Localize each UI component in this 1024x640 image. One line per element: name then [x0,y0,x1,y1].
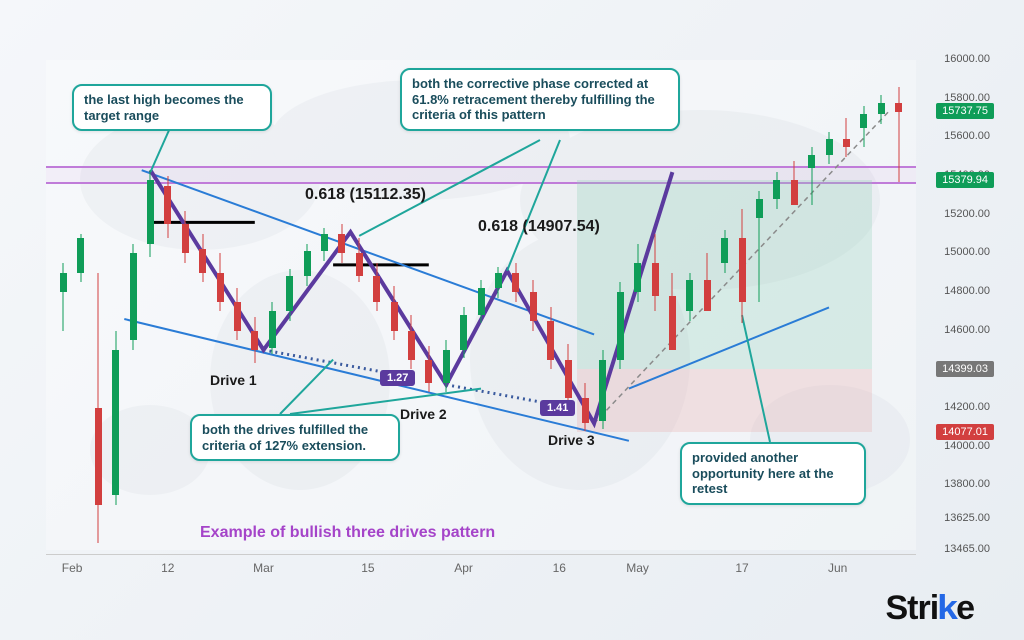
x-tick: Feb [62,561,83,575]
y-tick: 15600.00 [944,130,990,142]
x-tick: May [626,561,649,575]
y-tick: 14600.00 [944,324,990,336]
y-tick: 13800.00 [944,478,990,490]
y-tick: 15000.00 [944,246,990,258]
logo-part2: k [937,589,957,628]
y-tick: 13465.00 [944,543,990,555]
y-tick: 15200.00 [944,208,990,220]
price-tag: 15379.94 [936,172,994,188]
y-tick: 14200.00 [944,401,990,413]
fib-label-1: 0.618 (15112.35) [305,186,426,204]
x-tick: 15 [361,561,374,575]
x-tick: Apr [454,561,473,575]
price-tag: 15737.75 [936,103,994,119]
x-tick: 17 [735,561,748,575]
y-tick: 16000.00 [944,53,990,65]
price-tag: 14077.01 [936,424,994,440]
y-tick: 14800.00 [944,285,990,297]
extension-badge-2: 1.41 [540,400,575,416]
y-tick: 13625.00 [944,512,990,524]
chart-caption: Example of bullish three drives pattern [200,524,495,542]
chart-container: 16000.0015800.0015600.0015400.0015200.00… [0,0,1024,640]
y-axis: 16000.0015800.0015600.0015400.0015200.00… [920,60,990,560]
price-tag: 14399.03 [936,361,994,377]
drive-2-label: Drive 2 [400,406,447,422]
callout-extension: both the drives fulfilled the criteria o… [190,414,400,461]
drive-1-label: Drive 1 [210,372,257,388]
strike-logo: Strike [885,589,974,628]
x-tick: Mar [253,561,274,575]
y-tick: 15800.00 [944,92,990,104]
drive-3-label: Drive 3 [548,432,595,448]
y-tick: 14000.00 [944,440,990,452]
callout-target: the last high becomes the target range [72,84,272,131]
x-tick: 16 [553,561,566,575]
x-tick: Jun [828,561,847,575]
logo-part1: Stri [885,589,938,627]
fib-label-2: 0.618 (14907.54) [478,218,600,236]
x-tick: 12 [161,561,174,575]
callout-corrective: both the corrective phase corrected at 6… [400,68,680,131]
extension-badge-1: 1.27 [380,370,415,386]
x-axis: Feb 12 Mar 15 Apr 16 May 17 Jun [46,554,916,578]
logo-part3: e [956,589,974,627]
callout-retest: provided another opportunity here at the… [680,442,866,505]
